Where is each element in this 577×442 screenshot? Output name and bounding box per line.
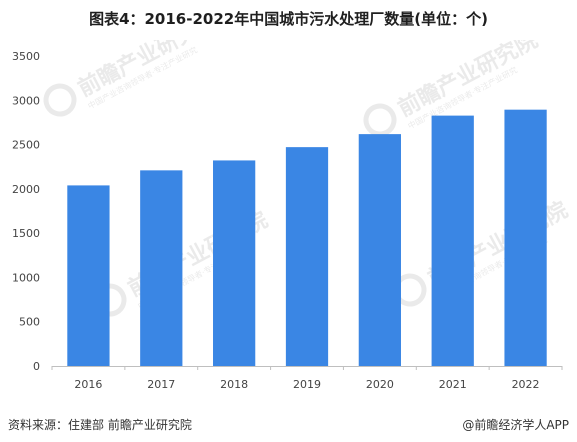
y-tick-label: 3500 (12, 50, 40, 63)
y-tick-label: 3000 (12, 94, 40, 107)
y-tick-label: 2500 (12, 139, 40, 152)
x-tick-label: 2017 (147, 378, 175, 391)
source-note: 资料来源：住建部 前瞻产业研究院 (8, 418, 192, 432)
x-tick-label: 2022 (512, 378, 540, 391)
chart-title: 图表4：2016-2022年中国城市污水处理厂数量(单位：个) (89, 10, 488, 28)
y-tick-label: 500 (19, 316, 40, 329)
x-tick-label: 2020 (366, 378, 394, 391)
y-tick-label: 1000 (12, 271, 40, 284)
x-axis: 2016 2017 2018 2019 2020 2021 2022 (51, 366, 563, 391)
x-tick-label: 2016 (74, 378, 102, 391)
bar-2018 (213, 160, 256, 366)
credit-note: @前瞻经济学人APP (462, 418, 569, 432)
bar-chart: 前瞻产业研究院 中国产业咨询领导者·专注产业研究 前瞻产业研究院 中国产业咨询领… (12, 40, 572, 391)
y-tick-label: 0 (33, 360, 40, 373)
bar-2020 (358, 134, 401, 366)
y-tick-label: 1500 (12, 227, 40, 240)
bar-2016 (67, 185, 110, 366)
y-tick-label: 2000 (12, 183, 40, 196)
x-tick-label: 2019 (293, 378, 321, 391)
y-axis: 0 500 1000 1500 2000 2500 3000 3500 (12, 50, 40, 373)
bar-2022 (504, 109, 547, 366)
x-tick-label: 2018 (220, 378, 248, 391)
bars-group (67, 109, 547, 366)
bar-2021 (431, 115, 474, 366)
x-tick-label: 2021 (439, 378, 467, 391)
watermark-logo-icon (43, 83, 77, 117)
watermark-logo-icon (363, 103, 397, 137)
bar-2017 (140, 170, 183, 366)
bar-2019 (285, 147, 329, 366)
